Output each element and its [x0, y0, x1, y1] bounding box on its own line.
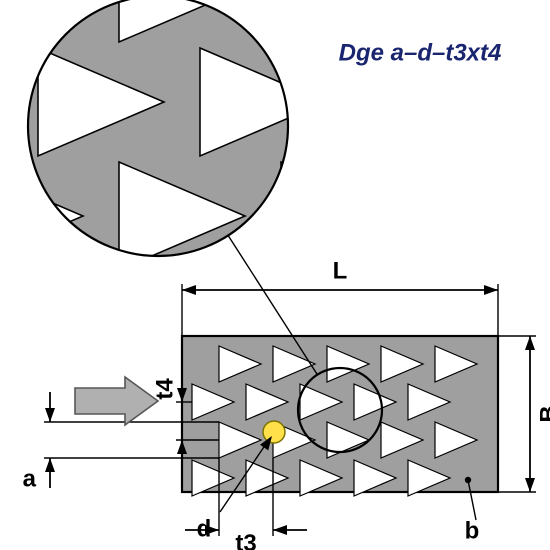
label-B: B	[535, 405, 550, 422]
label-a: a	[23, 465, 37, 492]
label-t4: t4	[151, 378, 178, 400]
label-d: d	[197, 515, 212, 542]
perforation-triangle	[281, 0, 407, 42]
label-b: b	[465, 517, 480, 544]
main-view	[182, 336, 498, 496]
label-L: L	[333, 257, 348, 284]
perforation-triangle	[281, 162, 407, 270]
feed-arrow-icon	[75, 377, 158, 425]
highlight-d	[263, 421, 285, 443]
diagram-title: Dge a–d–t3xt4	[339, 39, 502, 66]
label-t3: t3	[235, 530, 256, 550]
